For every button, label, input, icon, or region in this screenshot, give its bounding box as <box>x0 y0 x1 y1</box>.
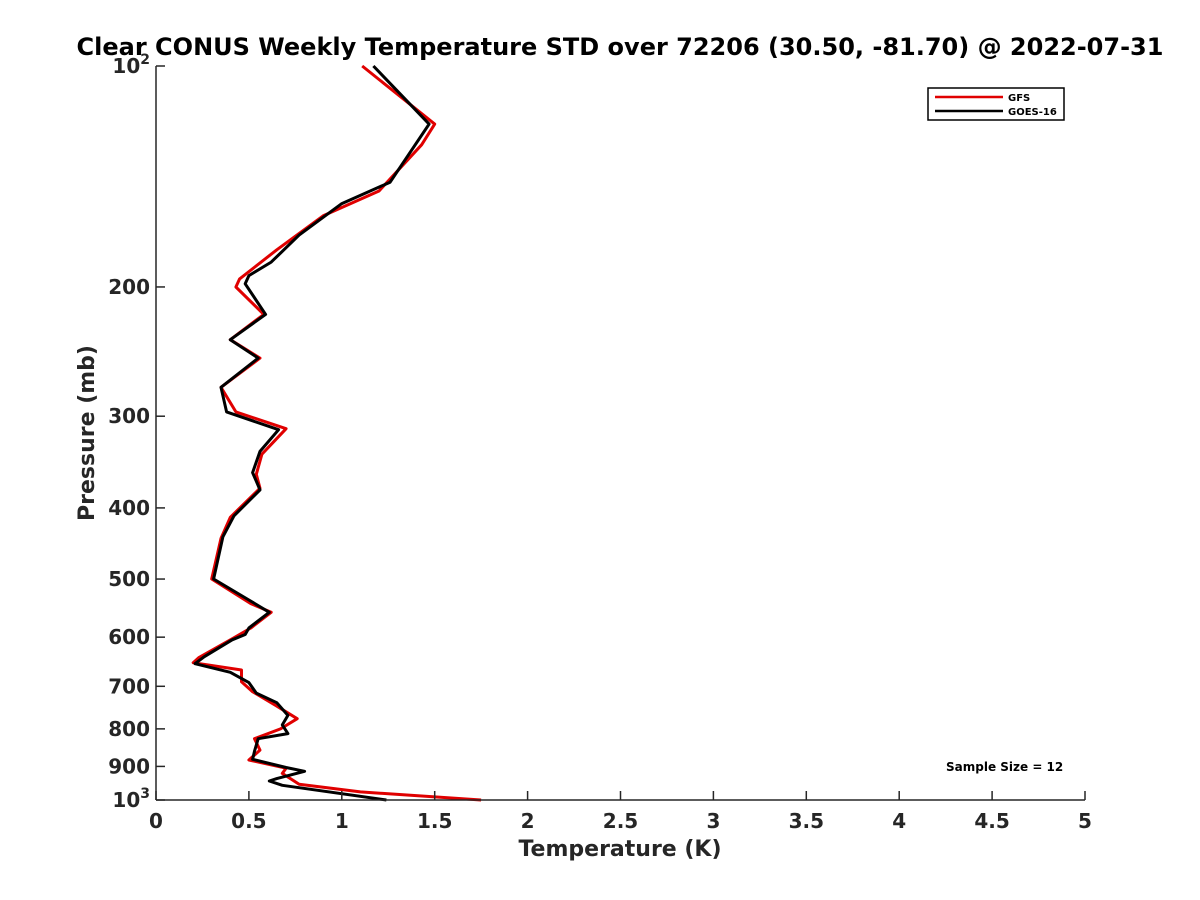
x-tick-label: 0.5 <box>231 809 266 833</box>
legend-box <box>927 87 1065 121</box>
x-tick-label: 1.5 <box>417 809 452 833</box>
x-tick-label: 3 <box>706 809 720 833</box>
legend-label-goes16: GOES-16 <box>1008 107 1057 118</box>
x-tick-label: 5 <box>1078 809 1092 833</box>
plot-area <box>156 66 1085 800</box>
chart-title: Clear CONUS Weekly Temperature STD over … <box>77 33 1164 61</box>
y-tick-label: 400 <box>108 496 150 520</box>
x-ticks: 0 0.5 1 1.5 2 2.5 3 3.5 4 4.5 5 <box>149 791 1092 833</box>
x-tick-label: 2.5 <box>603 809 638 833</box>
y-tick-label: 102 <box>112 52 150 78</box>
x-tick-label: 4 <box>892 809 906 833</box>
legend-label-gfs: GFS <box>1008 93 1030 104</box>
y-axis-label: Pressure (mb) <box>75 345 100 521</box>
y-tick-label: 700 <box>108 674 150 698</box>
sample-size-annotation: Sample Size = 12 <box>946 760 1063 774</box>
x-tick-label: 4.5 <box>974 809 1009 833</box>
y-tick-label: 200 <box>108 275 150 299</box>
x-axis-label: Temperature (K) <box>518 837 721 862</box>
series-line-goes-16 <box>193 64 431 802</box>
y-ticks: 102 200 300 400 500 600 700 800 900 103 <box>108 52 165 812</box>
y-tick-label: 600 <box>108 625 150 649</box>
y-tick-label: 900 <box>108 754 150 778</box>
y-tick-label: 500 <box>108 567 150 591</box>
y-tick-label: 300 <box>108 404 150 428</box>
x-tick-label: 3.5 <box>789 809 824 833</box>
x-tick-label: 2 <box>521 809 535 833</box>
series-layer <box>191 64 482 802</box>
y-tick-label: 103 <box>112 786 150 812</box>
x-tick-label: 1 <box>335 809 349 833</box>
legend: GFS GOES-16 <box>927 87 1065 121</box>
y-tick-label: 800 <box>108 717 150 741</box>
x-tick-label: 0 <box>149 809 163 833</box>
